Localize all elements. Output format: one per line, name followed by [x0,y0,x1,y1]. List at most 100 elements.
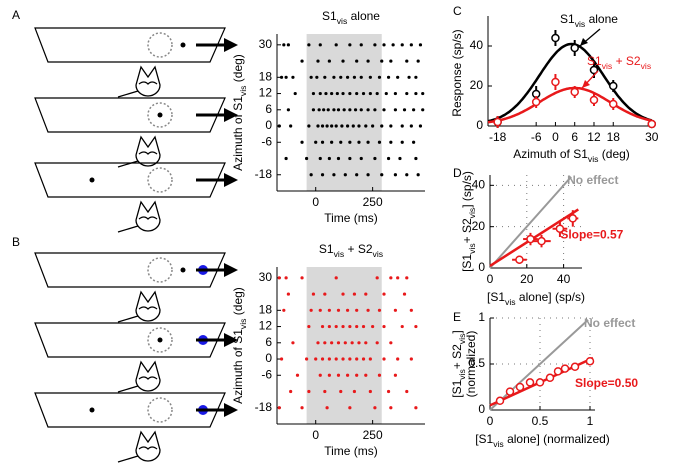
label-part: ] (sp/s) [460,171,474,208]
spike [316,341,320,345]
spike [318,91,322,96]
monkey-head [135,430,161,462]
y-tick-label: 0 [265,351,272,365]
label-part: vis [334,249,345,259]
label-part: alone [585,12,618,26]
data-point [493,117,502,127]
spike [402,292,407,296]
spike [382,324,386,329]
label-part: + S2 [612,54,641,68]
spike [366,108,370,112]
spike [377,75,382,79]
y-axis-label: Response (sp/s) [450,29,464,116]
spike [345,75,350,79]
spike [389,341,393,345]
spike [284,156,288,161]
y-tick-label: 0 [476,118,483,132]
spike [405,389,409,394]
spike [400,140,404,144]
spike [368,75,372,79]
spike [405,276,409,280]
spike [393,91,397,96]
spike [336,156,341,161]
data-point [551,33,560,43]
label-part: Azimuth of S1 [513,147,588,161]
spike [380,59,384,63]
spike [284,276,288,280]
data-point [525,378,535,387]
spike [334,43,338,47]
stimulus-dot [89,177,95,183]
arrow-head [224,333,238,347]
spike [409,43,413,47]
spike [359,75,363,79]
spike [359,156,363,161]
spike [284,75,288,79]
spike [336,108,341,112]
label-part: + S2 [450,344,464,369]
receptive-field [147,102,173,128]
spike [320,140,325,144]
spike [311,108,316,112]
receptive-field [147,327,173,353]
spike [339,389,343,394]
data-point [585,356,595,366]
x-tick-label: 12 [587,130,601,144]
y-axis-label: [S1vis+ S2vis] [450,330,467,397]
spike [348,156,352,161]
spike [300,59,304,63]
spike [421,91,425,96]
spike [348,406,352,410]
spike [373,156,377,161]
spike [393,373,397,377]
label-part: vis [373,249,384,259]
monkey-stick [117,90,139,98]
data-point [570,43,579,53]
spike [396,276,400,280]
y-axis-label: (normalized) [464,331,478,398]
stimulus-period [306,267,382,424]
spike [325,124,329,128]
spike [309,75,313,79]
panel-label: A [12,8,20,22]
chart-title: S1vis + S2vis [319,242,383,259]
receptive-field [147,397,173,423]
spike [409,357,413,361]
spike [282,308,286,312]
spike [327,357,331,361]
spike [361,91,366,96]
y-tick-label: 0 [478,260,485,274]
spike [348,357,352,361]
data-point [537,236,546,246]
spike [373,406,377,410]
x-tick-label: 1 [587,414,594,428]
spike [389,59,393,63]
spike [366,59,370,63]
spike [314,357,318,361]
spike [289,389,293,394]
monkey-eyes [138,446,158,450]
spike [384,91,388,96]
spike [350,341,354,345]
spike [393,173,397,177]
spike [345,373,350,377]
x-axis-label: [S1vis alone] (sp/s) [487,290,585,307]
screen [34,252,226,288]
data-point [553,367,563,376]
spike [348,324,352,329]
spike [307,324,311,329]
label-part: vis [467,243,477,254]
spike [343,173,347,177]
spike [377,373,382,377]
receptive-field [147,167,173,193]
data-point [505,387,515,396]
data-point [495,396,505,406]
monkey-head [135,200,161,232]
x-tick-label: 0.5 [532,414,549,428]
spike [341,292,345,296]
spike [382,357,386,361]
x-tick-label: 250 [363,428,383,442]
spike [389,276,393,280]
spike [330,91,334,96]
